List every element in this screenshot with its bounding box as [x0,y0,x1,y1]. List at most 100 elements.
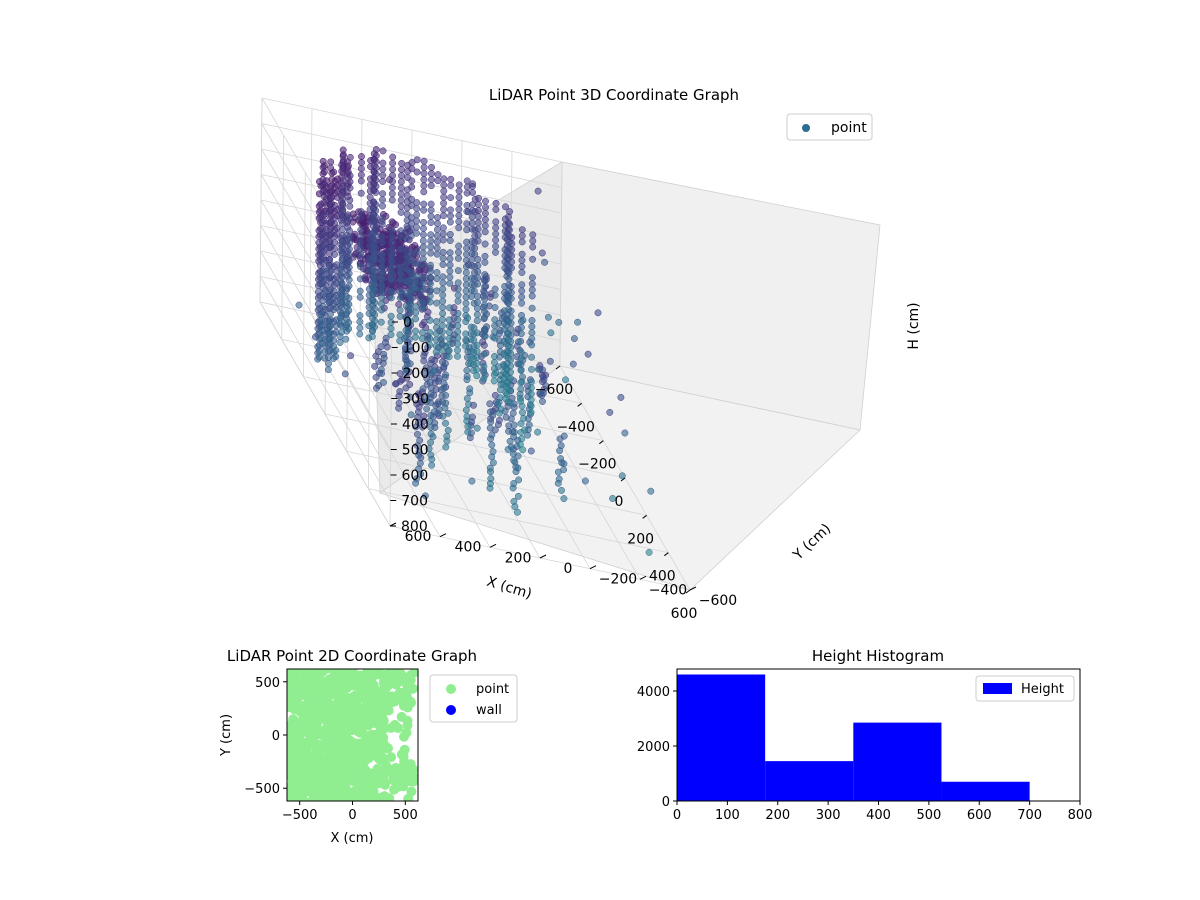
data-point [397,196,405,204]
x-tick-label: 700 [1017,808,1042,823]
data-point [487,475,495,483]
data-point [618,472,626,480]
data-point [617,393,625,401]
data-point [463,366,471,374]
data-point [474,256,482,263]
data-point [445,334,453,342]
data-point [473,311,481,319]
data-point [320,186,328,194]
data-point [454,267,462,275]
data-point [345,251,353,259]
data-point [560,466,568,474]
data-point [419,231,427,239]
y-tick-label: −200 [599,572,637,588]
data-point [389,719,400,730]
data-point [504,330,512,338]
data-point [463,376,471,384]
data-point [330,168,338,176]
data-point [300,702,311,713]
data-point [378,282,386,289]
data-point [387,766,397,777]
data-point [427,267,434,275]
data-point [509,409,517,417]
data-point [505,244,513,252]
data-point [436,374,443,382]
data-point [439,310,447,317]
data-point [518,256,526,264]
data-point [518,238,526,246]
data-point [386,752,397,763]
data-point [471,250,479,258]
chart-2d-title: LiDAR Point 2D Coordinate Graph [227,647,477,665]
data-point [353,703,364,714]
data-point [421,492,429,500]
data-point [517,360,525,368]
data-point [490,371,498,379]
z-tick-label: 0 [403,315,412,331]
data-point [413,223,420,231]
data-point [491,352,498,360]
data-point [455,181,463,189]
data-point [474,231,482,239]
data-point [496,394,504,402]
data-point [462,269,470,277]
y-tick-label: −600 [699,593,737,609]
data-point [480,314,488,321]
data-point [420,188,428,196]
data-point [418,335,426,343]
data-point [387,331,395,339]
data-point [473,360,481,367]
data-point [525,421,533,429]
data-point [528,317,536,324]
data-point [481,307,488,315]
data-point [345,319,353,327]
data-point [514,338,522,346]
data-point [527,408,535,416]
data-point [517,348,525,356]
data-point [427,206,435,214]
data-point [357,685,368,696]
data-point [428,455,436,463]
data-point [480,362,488,370]
data-point [489,459,497,467]
data-point [433,287,441,295]
data-point [433,226,441,234]
data-point [345,245,353,253]
data-point [426,286,434,294]
data-point [535,365,542,373]
data-point [426,329,434,337]
data-point [389,178,396,186]
data-point [320,180,328,188]
data-point [378,263,386,271]
data-point [454,316,462,324]
data-point [372,207,380,215]
data-point [388,251,396,259]
data-point [354,748,365,759]
grid-line [261,123,562,188]
data-point [295,301,303,309]
data-point [569,360,577,368]
data-point [474,280,482,288]
data-point [420,163,428,171]
x-tick-label: −400 [556,419,594,435]
data-point [469,189,476,196]
z-tick-label: 600 [402,468,429,484]
data-point [542,382,550,390]
legend-marker-wall-2d [446,705,456,715]
data-point [473,341,481,349]
data-point [375,382,383,389]
data-point [357,263,364,271]
data-point [645,548,653,556]
data-point [297,717,307,728]
data-point [527,390,535,398]
data-point [505,269,513,277]
data-point [439,236,447,244]
data-point [396,276,404,284]
data-point [378,275,386,283]
data-point [372,176,380,184]
data-point [332,346,340,354]
data-point [504,373,512,381]
data-point [345,276,353,284]
data-point [345,735,356,746]
data-point [378,370,386,377]
